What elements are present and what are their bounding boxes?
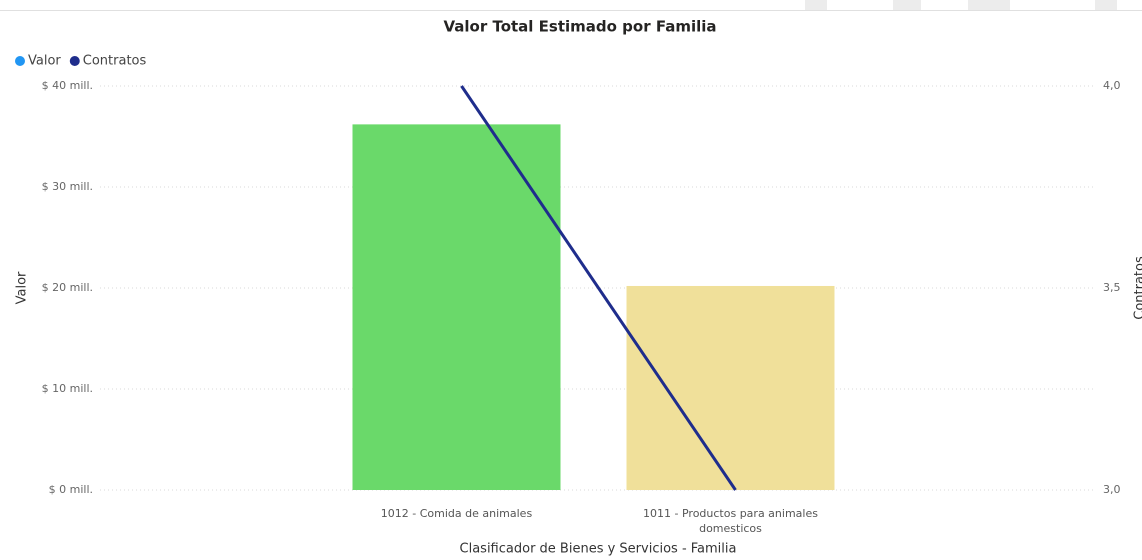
y-tick-label: $ 10 mill. <box>42 382 93 395</box>
x-tick-label: 1011 - Productos para animales domestico… <box>643 507 818 535</box>
y2-tick-label: 4,0 <box>1103 79 1121 92</box>
legend-label: Contratos <box>83 54 147 69</box>
legend-marker <box>15 56 25 66</box>
toolbar-icon[interactable] <box>805 0 827 10</box>
y2-tick-label: 3,5 <box>1103 281 1121 294</box>
bar <box>352 124 561 490</box>
toolbar-icon[interactable] <box>968 0 1010 10</box>
y-tick-label: $ 0 mill. <box>49 483 93 496</box>
legend-label: Valor <box>28 54 61 69</box>
toolbar-icon[interactable] <box>893 0 921 10</box>
y-tick-label: $ 40 mill. <box>42 79 93 92</box>
y2-tick-label: 3,0 <box>1103 483 1121 496</box>
y-tick-label: $ 20 mill. <box>42 281 93 294</box>
line <box>460 85 737 491</box>
toolbar-icon[interactable] <box>1095 0 1117 10</box>
x-tick-label-box: 1011 - Productos para animales domestico… <box>643 507 818 535</box>
x-axis-title: Clasificador de Bienes y Servicios - Fam… <box>460 542 737 557</box>
y2-axis-title: Contratos <box>1133 256 1142 320</box>
bar <box>626 285 835 490</box>
y-tick-label: $ 30 mill. <box>42 180 93 193</box>
chart-title: Valor Total Estimado por Familia <box>443 18 716 36</box>
x-tick-label: 1012 - Comida de animales <box>380 507 533 520</box>
x-tick-label-box: 1012 - Comida de animales <box>380 507 533 520</box>
legend-marker <box>69 56 80 66</box>
y-axis-title: Valor <box>15 271 30 304</box>
